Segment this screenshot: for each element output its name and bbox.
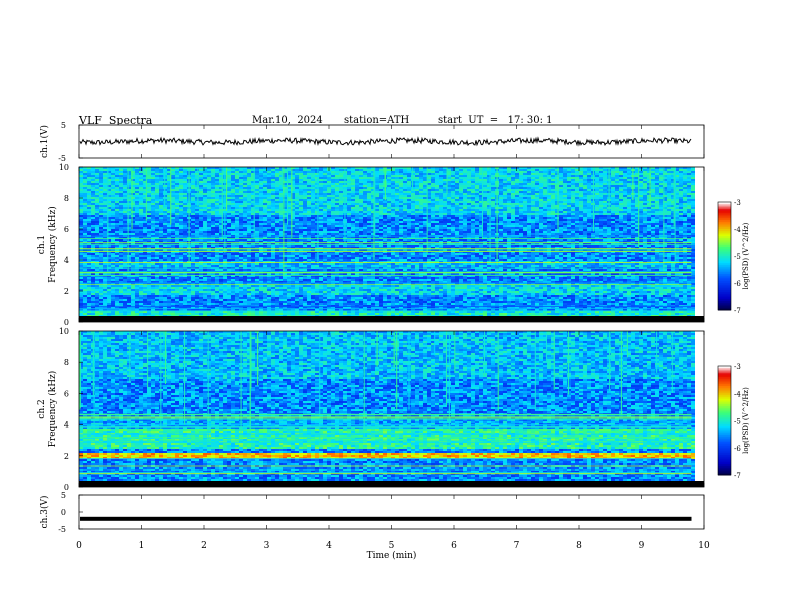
spectrogram-ytick-label: 10 bbox=[59, 327, 69, 336]
colorbar-tick-label: -4 bbox=[734, 226, 741, 234]
colorbar-tick-label: -7 bbox=[734, 472, 741, 480]
colorbar-tick-label: -5 bbox=[734, 253, 741, 261]
colorbar-label: log(PSD) (V^2/Hz) bbox=[742, 222, 750, 289]
colorbar-tick-label: -3 bbox=[734, 363, 741, 371]
spectrogram-ylabel-frequency: Frequency (kHz) bbox=[47, 371, 58, 448]
ch3-trace bbox=[80, 517, 692, 521]
spectrogram-ytick-label: 4 bbox=[64, 421, 69, 430]
spectrogram-ylabel-channel: ch.2 bbox=[37, 399, 47, 418]
x-tick-label: 5 bbox=[389, 541, 395, 551]
colorbar-tick-label: -6 bbox=[734, 280, 741, 288]
spectrogram-panel-2 bbox=[79, 331, 704, 487]
waveform-ytick-label: 5 bbox=[61, 121, 66, 130]
x-tick-label: 8 bbox=[576, 541, 582, 551]
x-tick-label: 9 bbox=[639, 541, 645, 551]
colorbar-2 bbox=[718, 366, 731, 476]
colorbar-1 bbox=[718, 202, 731, 311]
x-tick-label: 7 bbox=[514, 541, 520, 551]
spectrogram-ytick-label: 0 bbox=[64, 318, 69, 327]
waveform-ylabel: ch.3(V) bbox=[39, 496, 50, 529]
waveform-ylabel: ch.1(V) bbox=[39, 125, 50, 158]
x-tick-label: 4 bbox=[326, 541, 332, 551]
spectrogram-ytick-label: 2 bbox=[64, 452, 69, 461]
spectrogram-ytick-label: 8 bbox=[64, 358, 69, 367]
waveform-ytick-label: -5 bbox=[58, 154, 66, 163]
spectrogram-ytick-label: 6 bbox=[64, 225, 69, 234]
waveform-panel-3 bbox=[79, 495, 704, 529]
spectrogram-ytick-label: 10 bbox=[59, 163, 69, 172]
spectrogram-ytick-label: 8 bbox=[64, 194, 69, 203]
spectrogram-ytick-label: 6 bbox=[64, 389, 69, 398]
spectrogram-ylabel-frequency: Frequency (kHz) bbox=[47, 206, 58, 283]
x-tick-label: 2 bbox=[201, 541, 207, 551]
waveform-ytick-label: 5 bbox=[61, 491, 66, 500]
waveform-frame bbox=[79, 495, 704, 529]
x-tick-label: 1 bbox=[139, 541, 145, 551]
colorbar-tick-label: -5 bbox=[734, 418, 741, 426]
x-axis-label: Time (min) bbox=[367, 550, 417, 561]
spectrogram-ytick-label: 4 bbox=[64, 256, 69, 265]
x-tick-label: 3 bbox=[264, 541, 270, 551]
x-tick-label: 0 bbox=[76, 541, 82, 551]
colorbar-tick-label: -3 bbox=[734, 199, 741, 207]
waveform-ytick-label: -5 bbox=[58, 525, 66, 534]
x-tick-label: 6 bbox=[451, 541, 457, 551]
colorbar-tick-label: -7 bbox=[734, 307, 741, 315]
spectrogram-ytick-label: 2 bbox=[64, 287, 69, 296]
colorbar-label: log(PSD) (V^2/Hz) bbox=[742, 387, 750, 454]
waveform-ytick-label: 0 bbox=[61, 508, 66, 517]
waveform-panel-1 bbox=[79, 125, 704, 158]
spectrogram-ylabel-channel: ch.1 bbox=[37, 235, 47, 254]
spectrogram-panel-1 bbox=[79, 167, 704, 322]
colorbar-tick-label: -4 bbox=[734, 390, 741, 398]
colorbar-tick-label: -6 bbox=[734, 445, 741, 453]
x-tick-label: 10 bbox=[698, 541, 710, 551]
